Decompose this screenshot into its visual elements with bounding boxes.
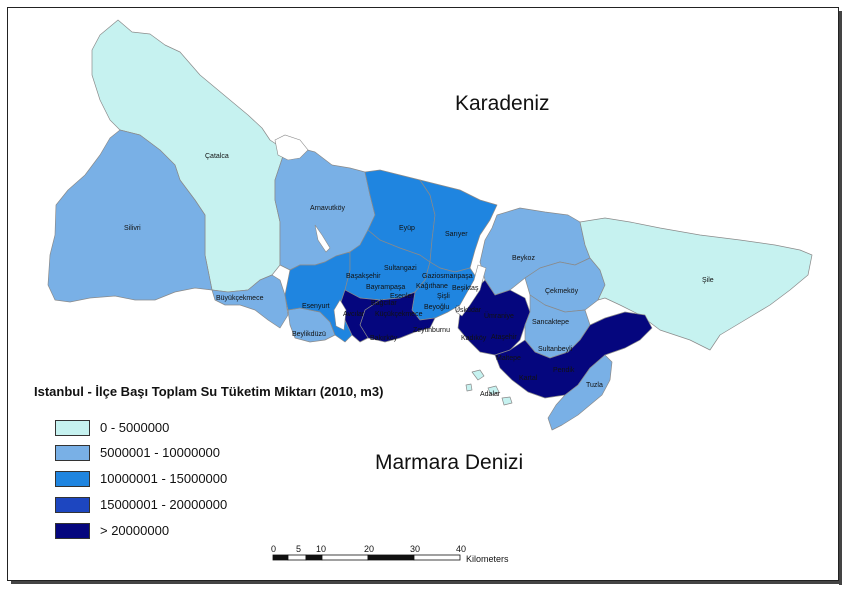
label-tuzla: Tuzla xyxy=(586,382,603,389)
district-uskudar xyxy=(457,279,531,356)
lake-terkos xyxy=(274,134,309,161)
label-pendik: Pendik xyxy=(553,367,575,374)
label-besiktas: Beşiktaş xyxy=(452,285,479,292)
legend-item: 5000001 - 10000000 xyxy=(55,445,285,463)
legend-swatch xyxy=(55,497,90,513)
label-kadikoy: Kadıköy xyxy=(461,335,487,342)
label-umraniye: Ümraniye xyxy=(484,312,514,320)
scale-bar xyxy=(272,554,461,561)
scale-tick: 10 xyxy=(316,544,327,554)
legend-swatch xyxy=(55,471,90,487)
label-sile: Şile xyxy=(702,277,714,284)
scale-tick: 30 xyxy=(410,544,421,554)
label-beyoglu: Beyoğlu xyxy=(424,304,449,311)
label-kartal: Kartal xyxy=(519,375,538,382)
frame-shadow-bottom xyxy=(11,581,842,584)
label-sariyer: Sarıyer xyxy=(445,231,468,238)
label-beylikduzu: Beylikdüzü xyxy=(292,331,326,338)
district-sile xyxy=(579,217,813,351)
label-basaksehir: Başakşehir xyxy=(346,273,381,280)
label-sultangazi: Sultangazi xyxy=(384,265,417,272)
legend-item: 0 - 5000000 xyxy=(55,420,285,438)
label-zeytinburnu: Zeytinburnu xyxy=(413,327,450,334)
scale-unit: Kilometers xyxy=(466,554,509,564)
label-kagithane: Kağıthane xyxy=(416,283,448,290)
legend-swatch xyxy=(55,420,90,436)
label-sancaktepe: Sancaktepe xyxy=(532,319,569,326)
label-atasehir: Ataşehir xyxy=(491,334,517,341)
legend-label: 0 - 5000000 xyxy=(100,420,170,435)
scale-tick: 20 xyxy=(364,544,375,554)
label-avcilar: Avcılar xyxy=(343,311,365,318)
label-sultanbeyli: Sultanbeyli xyxy=(538,346,573,353)
label-esenler: Esenler xyxy=(390,293,414,300)
label-eyup: Eyüp xyxy=(399,225,415,232)
legend-label: 15000001 - 20000000 xyxy=(100,497,228,512)
label-bakirkoy: Bakırköy xyxy=(370,335,398,342)
label-arnavutkoy: Arnavutköy xyxy=(310,205,346,212)
legend-item: 10000001 - 15000000 xyxy=(55,471,285,489)
district-adalar xyxy=(465,369,513,406)
label-cekmekoy: Çekmeköy xyxy=(545,288,579,295)
label-buyukcekmece: Büyükçekmece xyxy=(216,295,264,302)
district-tuzla xyxy=(547,354,613,431)
district-pendik xyxy=(494,311,653,399)
label-uskudar: Üsküdar xyxy=(455,306,482,314)
label-silivri: Silivri xyxy=(124,225,141,232)
sea-label-marmara: Marmara Denizi xyxy=(375,451,524,474)
legend-label: 10000001 - 15000000 xyxy=(100,471,228,486)
label-maltepe: Maltepe xyxy=(496,355,521,362)
label-gaziosmanpasa: Gaziosmanpaşa xyxy=(422,273,473,280)
legend-swatch xyxy=(55,445,90,461)
district-buyukcekmece xyxy=(211,274,289,329)
district-silivri xyxy=(47,129,213,303)
legend-item: 15000001 - 20000000 xyxy=(55,497,285,515)
sea-label-karadeniz: Karadeniz xyxy=(455,92,550,115)
lake-alibeykoy xyxy=(314,224,331,253)
label-esenyurt: Esenyurt xyxy=(302,303,330,310)
scale-tick: 0 xyxy=(271,544,277,554)
legend-title: Istanbul - İlçe Başı Toplam Su Tüketim M… xyxy=(34,384,384,399)
legend-item: > 20000000 xyxy=(55,523,285,541)
legend-label: > 20000000 xyxy=(100,523,170,538)
lake-kucukcekmece xyxy=(333,299,347,331)
label-catalca: Çatalca xyxy=(205,153,229,160)
scale-tick: 5 xyxy=(296,544,302,554)
frame-shadow-right xyxy=(839,11,842,585)
label-adalar: Adalar xyxy=(480,391,501,398)
label-bagcilar: Bağcılar xyxy=(371,300,397,307)
map-frame xyxy=(7,7,839,581)
label-sisli: Şişli xyxy=(437,293,450,300)
label-kucukcekmece: Küçükçekmece xyxy=(375,311,423,318)
district-sariyer xyxy=(419,179,498,273)
label-bayrampasa: Bayrampaşa xyxy=(366,284,405,291)
bosphorus xyxy=(455,264,487,317)
scale-tick: 40 xyxy=(456,544,467,554)
legend-label: 5000001 - 10000000 xyxy=(100,445,221,460)
label-beykoz: Beykoz xyxy=(512,255,535,262)
legend-swatch xyxy=(55,523,90,539)
